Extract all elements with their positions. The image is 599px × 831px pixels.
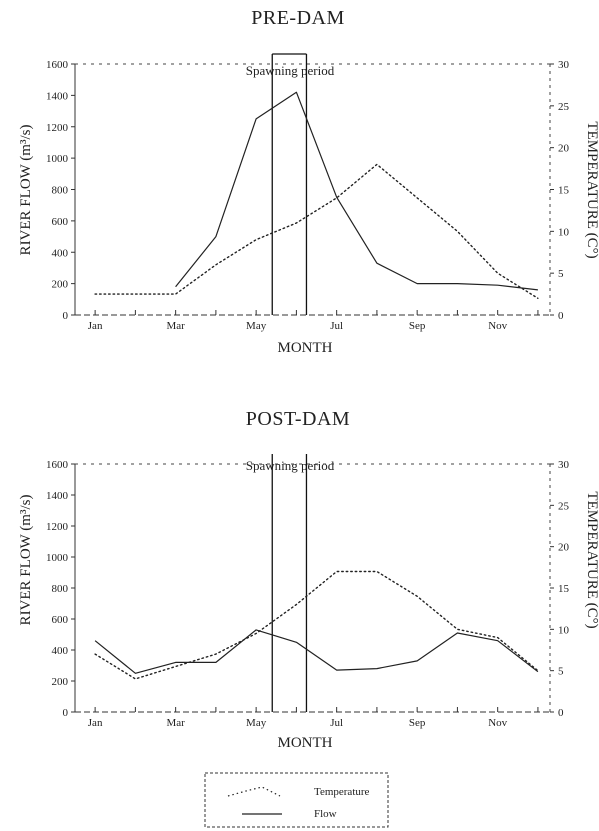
left-axis-label: RIVER FLOW (m³/s)	[18, 495, 34, 626]
chart-title: POST-DAM	[246, 408, 350, 430]
x-tick-label: Jul	[330, 320, 343, 332]
legend: Temperature Flow	[204, 772, 389, 828]
x-tick-label: Mar	[166, 320, 185, 332]
left-tick-label: 800	[52, 185, 69, 197]
left-tick-label: 1400	[46, 490, 69, 502]
right-tick-label: 20	[558, 542, 570, 554]
right-tick-label: 25	[558, 500, 570, 512]
spawning-period-label: Spawning period	[246, 458, 335, 473]
pre-dam-plot: 0 200 400 600 800 1000 1200 1400 1600 0 5 10 15 20 25 3…	[46, 53, 570, 332]
x-tick-label: May	[246, 717, 267, 729]
temperature-series-line	[94, 570, 539, 680]
left-axis-label: RIVER FLOW (m³/s)	[18, 125, 34, 256]
right-axis-label: TEMPERATURE (C°)	[584, 121, 599, 258]
temperature-series-line	[94, 163, 539, 299]
x-tick-label: Nov	[488, 320, 507, 332]
flow-series-line	[94, 629, 539, 674]
x-tick-label: Jul	[330, 717, 343, 729]
post-dam-plot: 0 200 400 600 800 1000 1200 1400 1600 0 5 10 15 20 25 3…	[46, 454, 570, 729]
left-tick-label: 1000	[46, 153, 69, 165]
right-tick-label: 20	[558, 143, 570, 155]
right-axis-label: TEMPERATURE (C°)	[584, 491, 599, 628]
left-tick-label: 1600	[46, 59, 69, 71]
x-tick-label: Jan	[88, 717, 103, 729]
right-tick-label: 30	[558, 459, 570, 471]
pre-dam-chart: PRE-DAM MONTH RIVER FLOW (m³/s) TEMPERAT…	[18, 7, 599, 356]
left-tick-label: 1000	[46, 552, 69, 564]
right-tick-label: 5	[558, 666, 564, 678]
left-tick-label: 800	[52, 583, 69, 595]
right-tick-label: 30	[558, 59, 570, 71]
x-tick-label: May	[246, 320, 267, 332]
left-tick-label: 0	[63, 707, 69, 719]
chart-title: PRE-DAM	[251, 7, 345, 29]
left-tick-label: 200	[52, 676, 69, 688]
left-tick-label: 200	[52, 279, 69, 291]
x-tick-label: Sep	[409, 320, 426, 332]
right-tick-label: 10	[558, 226, 570, 238]
left-tick-label: 1600	[46, 459, 69, 471]
x-tick-label: Jan	[88, 320, 103, 332]
legend-label-flow: Flow	[314, 808, 337, 820]
left-tick-label: 600	[52, 614, 69, 626]
right-tick-label: 10	[558, 624, 570, 636]
legend-temperature-swatch	[227, 786, 281, 797]
left-tick-label: 400	[52, 247, 69, 259]
right-tick-label: 25	[558, 101, 570, 113]
post-dam-chart: POST-DAM MONTH RIVER FLOW (m³/s) TEMPERA…	[18, 408, 599, 751]
right-tick-label: 15	[558, 583, 570, 595]
left-tick-label: 1200	[46, 122, 69, 134]
legend-label-temperature: Temperature	[314, 786, 370, 798]
right-tick-label: 0	[558, 310, 564, 322]
left-tick-label: 1400	[46, 90, 69, 102]
legend-box	[204, 772, 389, 828]
x-tick-label: Mar	[166, 717, 185, 729]
left-tick-label: 400	[52, 645, 69, 657]
x-axis-label: MONTH	[278, 340, 333, 356]
right-tick-label: 0	[558, 707, 564, 719]
spawning-period-label: Spawning period	[246, 63, 335, 78]
right-tick-label: 5	[558, 268, 564, 280]
left-tick-label: 1200	[46, 521, 69, 533]
x-axis-label: MONTH	[278, 735, 333, 751]
flow-series-line	[175, 91, 538, 291]
x-tick-label: Nov	[488, 717, 507, 729]
left-tick-label: 600	[52, 216, 69, 228]
left-tick-label: 0	[63, 310, 69, 322]
x-tick-label: Sep	[409, 717, 426, 729]
right-tick-label: 15	[558, 185, 570, 197]
